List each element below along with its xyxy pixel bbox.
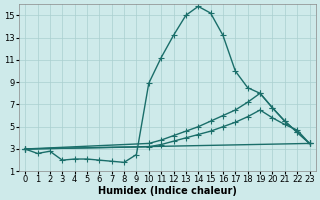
X-axis label: Humidex (Indice chaleur): Humidex (Indice chaleur) — [98, 186, 237, 196]
